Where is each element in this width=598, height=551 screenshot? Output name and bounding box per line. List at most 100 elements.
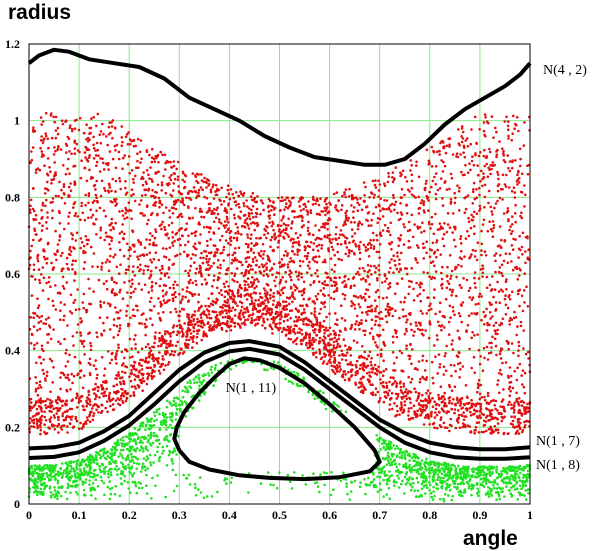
red-point — [202, 256, 205, 260]
red-point — [378, 243, 382, 246]
red-point — [88, 126, 91, 130]
red-point — [357, 323, 361, 327]
red-point — [279, 278, 283, 282]
red-point — [166, 363, 170, 366]
red-point — [336, 250, 340, 254]
red-point — [160, 336, 164, 339]
red-point — [315, 260, 319, 264]
red-point — [129, 316, 132, 320]
red-point — [450, 274, 453, 278]
red-point — [152, 305, 156, 308]
red-point — [489, 205, 493, 209]
red-point — [115, 293, 119, 296]
red-point — [372, 245, 376, 248]
red-point — [410, 173, 414, 177]
red-point — [114, 306, 117, 309]
red-point — [76, 394, 79, 398]
red-point — [470, 159, 474, 163]
red-point — [508, 394, 512, 398]
red-point — [399, 196, 403, 199]
red-point — [188, 196, 191, 200]
red-point — [50, 112, 53, 115]
red-point — [325, 207, 328, 211]
red-point — [421, 242, 425, 245]
red-point — [245, 260, 248, 264]
red-point — [249, 237, 252, 240]
red-point — [506, 124, 510, 128]
red-point — [180, 330, 184, 333]
red-point — [44, 318, 48, 321]
red-point — [154, 251, 158, 254]
red-point — [157, 196, 161, 200]
red-point — [41, 120, 45, 123]
red-point — [394, 331, 398, 335]
red-point — [87, 277, 90, 281]
red-point — [524, 352, 528, 356]
red-point — [481, 264, 484, 268]
red-point — [137, 166, 140, 170]
red-point — [358, 251, 362, 255]
red-point — [227, 309, 231, 313]
red-point — [459, 368, 462, 371]
red-point — [91, 213, 95, 217]
red-point — [288, 327, 291, 331]
red-point — [212, 328, 216, 331]
red-point — [480, 253, 483, 257]
red-point — [373, 363, 377, 367]
red-point — [467, 289, 471, 293]
red-point — [246, 250, 250, 254]
red-point — [131, 230, 135, 234]
red-point — [520, 399, 524, 403]
red-point — [205, 225, 209, 229]
red-point — [442, 365, 446, 369]
red-point — [463, 423, 467, 427]
red-point — [82, 267, 86, 271]
red-point — [288, 297, 291, 300]
red-point — [428, 304, 431, 308]
red-point — [464, 207, 468, 211]
red-point — [197, 309, 200, 312]
red-point — [439, 253, 443, 256]
red-point — [491, 220, 495, 223]
red-point — [102, 321, 105, 325]
red-point — [44, 404, 47, 407]
red-point — [516, 366, 519, 370]
red-point — [424, 182, 428, 185]
red-point — [523, 272, 526, 276]
red-point — [303, 287, 306, 291]
red-point — [512, 237, 515, 241]
red-point — [448, 187, 451, 191]
red-point — [195, 341, 199, 345]
red-point — [343, 319, 347, 322]
red-point — [302, 207, 305, 211]
red-point — [32, 325, 36, 328]
red-point — [377, 268, 381, 272]
red-point — [293, 253, 296, 256]
red-point — [209, 302, 213, 306]
red-point — [497, 431, 500, 435]
red-point — [335, 226, 338, 229]
red-point — [343, 370, 347, 373]
red-point — [333, 270, 336, 273]
red-point — [65, 388, 68, 392]
red-point — [73, 201, 77, 204]
red-point — [157, 170, 160, 173]
red-point — [217, 227, 221, 230]
red-point — [200, 251, 203, 255]
red-point — [466, 396, 469, 400]
red-point — [469, 430, 473, 433]
red-point — [523, 205, 526, 208]
red-point — [113, 390, 116, 394]
red-point — [341, 373, 345, 376]
red-point — [436, 248, 440, 252]
red-point — [392, 369, 395, 372]
red-point — [170, 350, 174, 353]
red-point — [154, 282, 158, 285]
red-point — [232, 297, 235, 301]
red-point — [126, 291, 129, 294]
red-point — [168, 176, 171, 179]
red-point — [396, 409, 399, 413]
red-point — [92, 143, 95, 147]
red-point — [158, 337, 161, 340]
red-point — [249, 195, 253, 198]
